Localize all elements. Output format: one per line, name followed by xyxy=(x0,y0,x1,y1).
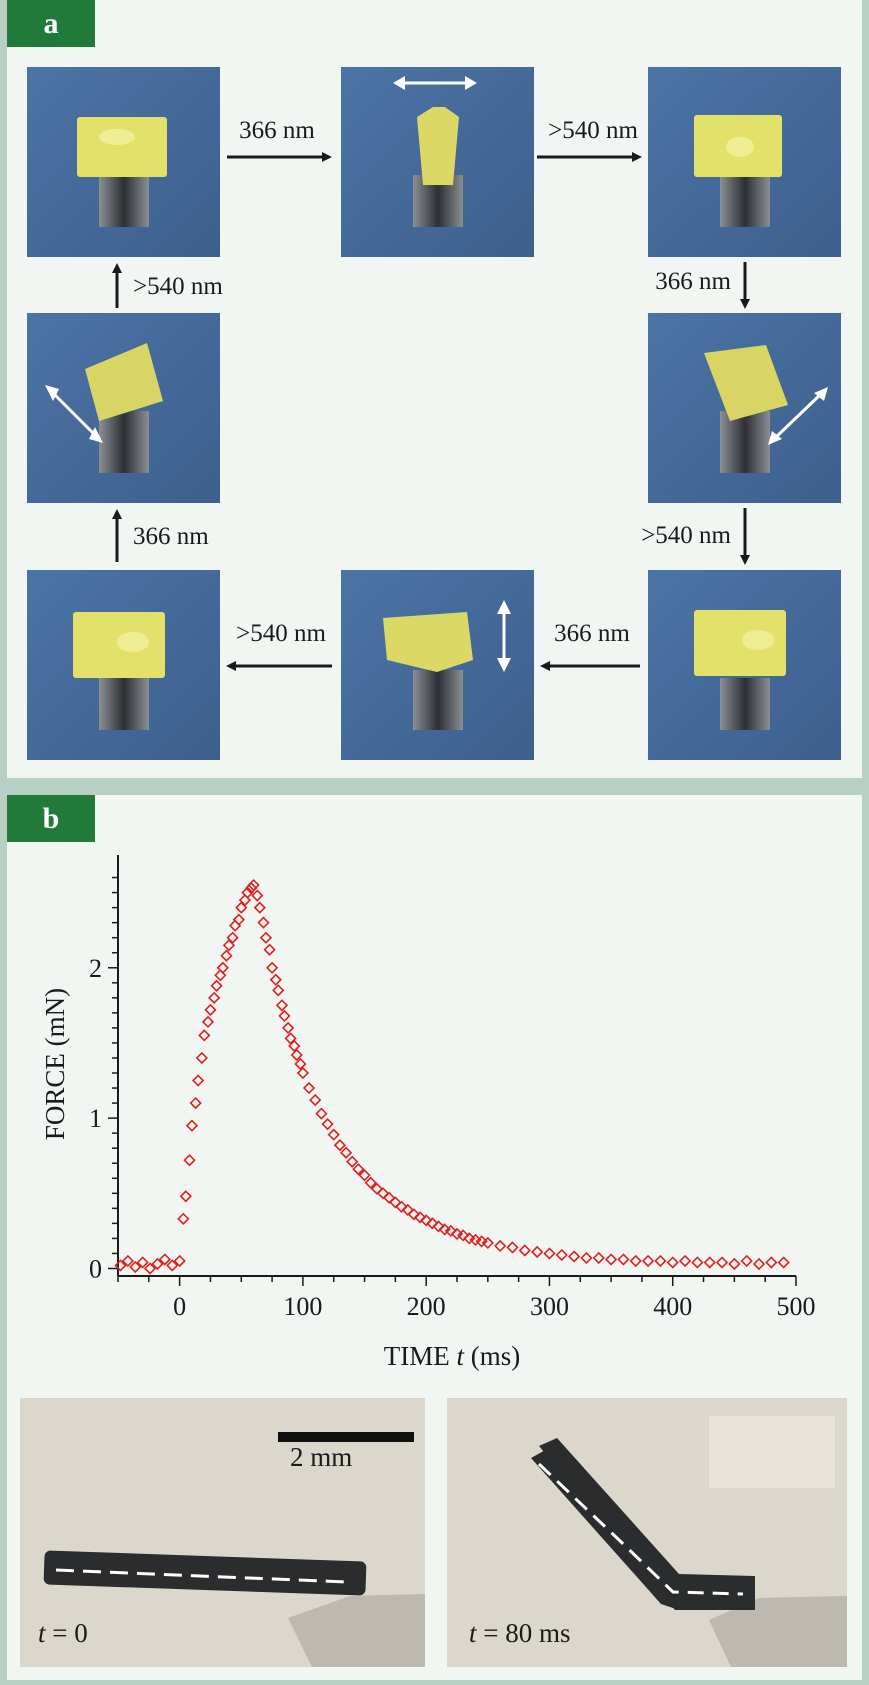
time-label-t0: t = 0 xyxy=(38,1618,88,1648)
scale-bar-label: 2 mm xyxy=(290,1442,353,1472)
photo-film-flat-2 xyxy=(648,67,841,257)
photo-film-tilted-right xyxy=(648,313,841,503)
photoswitch-cycle-diagram: 366 nm >540 nm 366 nm >540 nm 366 nm >54… xyxy=(27,67,841,760)
panel-a: a xyxy=(7,0,862,778)
photo-film-flat-4 xyxy=(27,570,220,760)
photo-film-flat-1 xyxy=(27,67,220,257)
photo-film-flat-3 xyxy=(648,570,841,760)
panel-b-label: b xyxy=(7,795,95,842)
label-4-to-1: >540 nm xyxy=(133,273,223,300)
photo-film-bent-horizontal xyxy=(341,570,534,760)
photo-strip-t0: 2 mm t = 0 xyxy=(20,1398,425,1667)
photo-film-bent-vertical xyxy=(341,67,534,257)
label-3-to-5: 366 nm xyxy=(655,268,731,295)
photo-film-tilted-left xyxy=(27,313,220,503)
label-5-to-6: >540 nm xyxy=(641,522,731,549)
strip-bent-image xyxy=(447,1398,847,1667)
panel-a-label: a xyxy=(7,0,95,47)
photo-strip-t80: t = 80 ms xyxy=(447,1398,847,1667)
strip-flat-image xyxy=(20,1398,425,1667)
label-8-to-4: 366 nm xyxy=(133,523,209,550)
label-6-to-7: 366 nm xyxy=(554,620,630,647)
label-1-to-2: 366 nm xyxy=(239,117,315,144)
time-label-t80: t = 80 ms xyxy=(469,1618,571,1648)
label-2-to-3: >540 nm xyxy=(548,117,638,144)
label-7-to-8: >540 nm xyxy=(236,620,326,647)
